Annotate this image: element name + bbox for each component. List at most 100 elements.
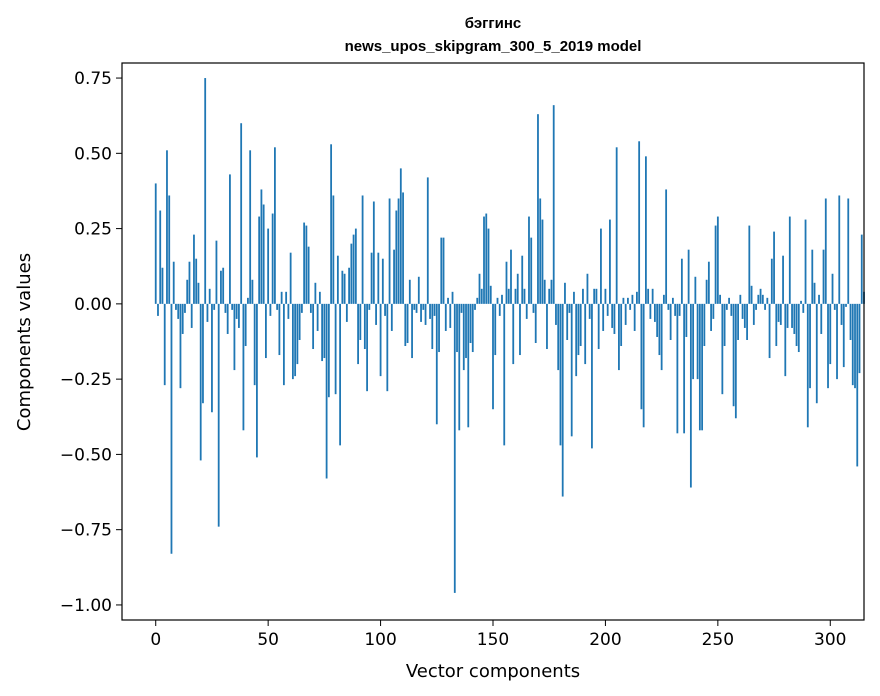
bar-42 [249, 150, 252, 304]
bar-34 [231, 303, 234, 310]
bar-310 [851, 303, 854, 386]
bar-299 [827, 303, 829, 389]
bar-70 [312, 303, 315, 350]
bar-167 [530, 237, 533, 304]
bar-27 [215, 240, 218, 304]
bar-67 [305, 225, 308, 304]
bar-202 [609, 219, 611, 304]
bar-71 [314, 282, 317, 304]
bar-72 [316, 303, 319, 331]
bar-303 [836, 303, 838, 380]
bar-197 [597, 303, 600, 350]
bar-271 [764, 303, 766, 310]
bar-295 [818, 294, 820, 304]
bar-280 [784, 303, 787, 377]
bar-115 [413, 303, 416, 310]
bar-283 [791, 303, 793, 328]
bar-186 [573, 291, 575, 304]
bar-101 [381, 258, 384, 304]
bar-146 [483, 216, 485, 304]
bar-74 [321, 303, 324, 362]
bar-99 [377, 252, 380, 304]
bar-113 [408, 279, 411, 304]
bar-135 [458, 303, 461, 431]
bar-103 [386, 303, 389, 392]
bar-108 [397, 198, 400, 304]
bar-47 [260, 189, 263, 304]
bar-174 [546, 303, 548, 350]
bar-172 [541, 219, 544, 304]
bar-10 [177, 303, 180, 319]
bar-193 [588, 303, 591, 319]
bar-157 [507, 288, 510, 304]
bar-151 [494, 303, 497, 356]
x-axis-ticks: 0 50 100 150 200 250 300 [150, 620, 846, 650]
y-tick-label: 0.25 [74, 220, 112, 240]
x-tick-label: 250 [702, 630, 734, 650]
bar-183 [566, 303, 569, 340]
bar-298 [824, 198, 827, 304]
bar-246 [707, 261, 710, 304]
bar-223 [656, 303, 659, 337]
bar-41 [247, 297, 249, 304]
bar-281 [786, 303, 789, 328]
bar-62 [294, 303, 297, 377]
bar-15 [188, 261, 191, 304]
bar-187 [575, 303, 578, 377]
bar-270 [761, 294, 764, 304]
bar-269 [759, 288, 762, 304]
bar-102 [384, 303, 386, 316]
bar-4 [163, 303, 166, 386]
bar-166 [528, 216, 530, 304]
bar-89 [354, 228, 357, 304]
bar-55 [278, 303, 281, 356]
bar-163 [521, 255, 524, 304]
bar-262 [743, 303, 746, 328]
bar-19 [197, 282, 200, 304]
bar-265 [750, 285, 753, 304]
bar-196 [595, 288, 598, 304]
bar-37 [238, 303, 240, 328]
bar-155 [503, 303, 506, 446]
bar-93 [363, 303, 366, 350]
bar-249 [714, 225, 717, 304]
bar-134 [456, 303, 458, 353]
bar-212 [631, 294, 634, 304]
bar-73 [318, 291, 321, 304]
bar-291 [809, 303, 811, 389]
bar-94 [366, 303, 368, 392]
y-tick-label: 0.50 [74, 144, 112, 164]
bar-170 [537, 114, 539, 304]
bar-14 [186, 279, 189, 304]
bar-40 [244, 303, 247, 347]
bar-109 [399, 168, 402, 304]
x-tick-label: 100 [364, 630, 396, 650]
bar-190 [582, 288, 584, 304]
bar-266 [752, 303, 755, 325]
x-tick-label: 150 [477, 630, 509, 650]
bar-177 [552, 105, 555, 304]
bar-9 [175, 303, 177, 310]
bar-237 [687, 249, 690, 304]
bar-192 [586, 273, 589, 304]
bar-243 [701, 303, 704, 431]
y-axis-ticks: 0.75 0.50 0.25 0.00 −0.25 −0.50 −0.75 −1.00 [60, 69, 122, 616]
bar-245 [705, 279, 708, 304]
x-tick-label: 0 [150, 630, 161, 650]
bar-11 [179, 303, 182, 389]
bar-257 [732, 303, 735, 407]
bar-184 [568, 303, 571, 313]
bar-111 [404, 303, 407, 347]
bar-254 [725, 303, 728, 310]
bar-268 [757, 294, 760, 304]
bar-182 [564, 282, 566, 304]
bar-6 [168, 195, 171, 304]
bar-178 [555, 303, 557, 325]
bar-224 [658, 303, 661, 356]
bar-228 [667, 303, 670, 310]
bar-206 [618, 303, 620, 371]
bar-248 [712, 303, 715, 319]
bar-203 [611, 303, 614, 328]
bar-53 [274, 147, 276, 304]
bar-191 [584, 303, 587, 365]
